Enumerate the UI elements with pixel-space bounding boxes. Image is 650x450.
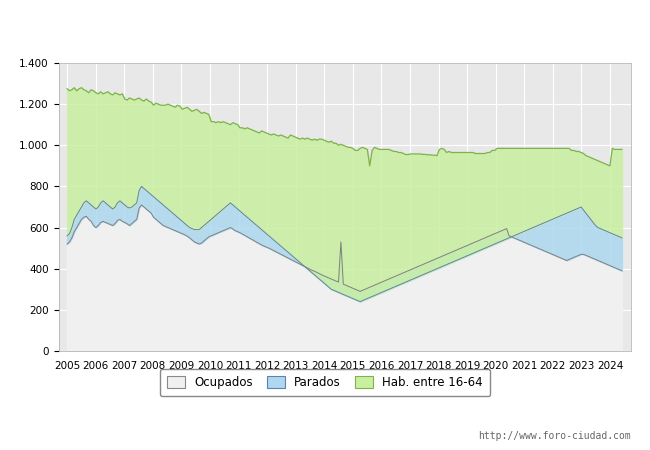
Text: http://www.foro-ciudad.com: http://www.foro-ciudad.com [478, 431, 630, 441]
Text: Piedrahita - Evolucion de la poblacion en edad de Trabajar Mayo de 2024: Piedrahita - Evolucion de la poblacion e… [41, 21, 609, 33]
Legend: Ocupados, Parados, Hab. entre 16-64: Ocupados, Parados, Hab. entre 16-64 [160, 369, 490, 396]
